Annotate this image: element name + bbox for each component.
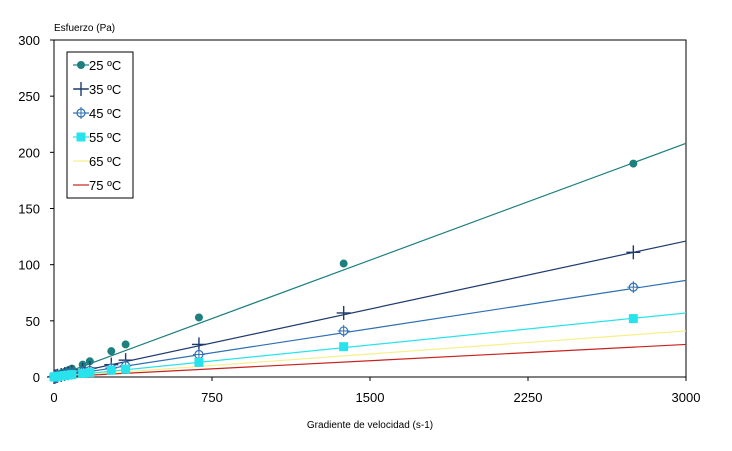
x-tick-label-3000: 3000 <box>672 390 701 405</box>
y-tick-label-100: 100 <box>18 258 40 273</box>
data-point-s2-15 <box>626 245 641 260</box>
data-point-s1-13 <box>194 313 203 322</box>
data-point-s1-11 <box>107 347 116 356</box>
fit-line-series-6 <box>53 343 687 378</box>
fit-line-series-5 <box>53 330 687 378</box>
data-point-s4-14 <box>339 342 349 352</box>
x-tick-label-2250: 2250 <box>514 390 543 405</box>
y-tick-label-50: 50 <box>26 314 40 329</box>
data-point-s1-15 <box>629 159 638 168</box>
x-tick-label-750: 750 <box>201 390 223 405</box>
data-point-s4-8 <box>67 370 77 380</box>
fit-line-series-4 <box>53 312 687 378</box>
legend-marker-3 <box>75 107 87 119</box>
legend-label-1: 25 ºC <box>89 58 121 73</box>
y-axis-title: Esfuerzo (Pa) <box>54 23 115 34</box>
legend-marker-2 <box>74 82 88 96</box>
data-point-s4-10 <box>85 368 95 378</box>
data-point-s4-9 <box>78 369 88 379</box>
x-axis-title: Gradiente de velocidad (s-1) <box>307 420 433 431</box>
plot-area <box>53 39 687 378</box>
x-tick-label-1500: 1500 <box>356 390 385 405</box>
legend-label-5: 65 ºC <box>89 154 121 169</box>
legend-label-3: 45 ºC <box>89 106 121 121</box>
data-point-s4-13 <box>194 357 204 367</box>
x-tick-label-0: 0 <box>50 390 57 405</box>
data-point-s4-11 <box>106 365 116 375</box>
y-tick-label-200: 200 <box>18 145 40 160</box>
fit-line-series-2 <box>53 240 687 378</box>
data-point-s2-14 <box>336 305 351 320</box>
fit-line-series-3 <box>53 279 687 378</box>
legend-box <box>66 51 134 199</box>
legend-label-2: 35 ºC <box>89 82 121 97</box>
legend: 25 ºC 35 ºC 45 ºC 55 ºC 65 ºC 75 ºC <box>66 51 134 199</box>
y-tick-label-150: 150 <box>18 202 40 217</box>
y-tick-label-250: 250 <box>18 89 40 104</box>
data-point-s3-14 <box>337 324 350 337</box>
data-point-s4-15 <box>628 314 638 324</box>
y-tick-label-300: 300 <box>18 33 40 48</box>
data-point-s1-12 <box>121 340 130 349</box>
legend-label-6: 75 ºC <box>89 178 121 193</box>
data-point-s4-12 <box>121 364 131 374</box>
data-point-s1-14 <box>339 259 348 268</box>
y-tick-label-0: 0 <box>33 370 40 385</box>
legend-label-4: 55 ºC <box>89 130 121 145</box>
fit-lines-group <box>53 142 687 378</box>
data-points-group <box>47 159 641 384</box>
legend-marker-1 <box>77 61 85 69</box>
data-point-s3-15 <box>627 281 640 294</box>
legend-marker-4 <box>76 132 86 142</box>
fit-line-series-1 <box>53 142 687 378</box>
